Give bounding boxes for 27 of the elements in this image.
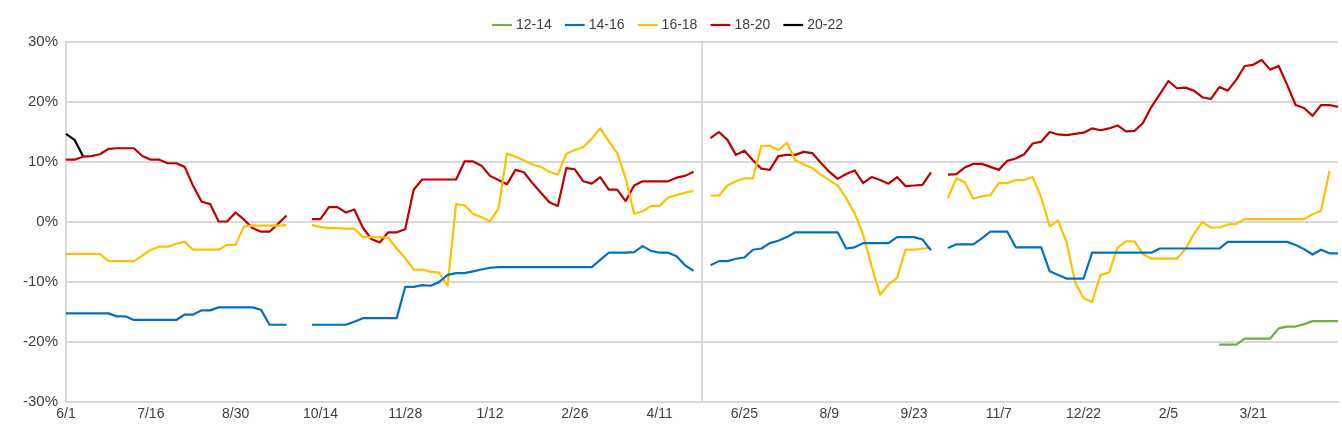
y-tick-label: -10% bbox=[22, 272, 58, 290]
x-tick-label: 8/30 bbox=[221, 405, 250, 422]
legend-label: 18-20 bbox=[734, 15, 771, 32]
y-tick-label: -20% bbox=[22, 332, 58, 350]
y-tick-label: 10% bbox=[27, 152, 58, 170]
x-tick-label: 1/12 bbox=[476, 405, 504, 422]
y-tick-label: 0% bbox=[36, 212, 58, 230]
x-tick-label: 11/7 bbox=[985, 405, 1013, 422]
y-tick-label: -30% bbox=[22, 392, 58, 410]
x-tick-label: 11/28 bbox=[388, 405, 423, 422]
x-tick-label: 6/1 bbox=[56, 405, 76, 422]
x-tick-label: 4/11 bbox=[646, 405, 673, 422]
legend-label: 16-18 bbox=[661, 15, 698, 32]
x-tick-label: 12/22 bbox=[1066, 405, 1102, 422]
x-tick-label: 7/16 bbox=[137, 405, 165, 422]
y-tick-label: 30% bbox=[27, 32, 58, 50]
legend-label: 14-16 bbox=[588, 15, 625, 32]
x-tick-label: 6/25 bbox=[730, 405, 759, 422]
x-tick-label: 3/21 bbox=[1239, 405, 1268, 422]
y-tick-label: 20% bbox=[27, 92, 58, 110]
legend-label: 20-22 bbox=[807, 15, 844, 32]
x-tick-label: 10/14 bbox=[302, 405, 339, 422]
x-tick-label: 2/5 bbox=[1158, 405, 1179, 422]
legend-label: 12-14 bbox=[515, 15, 552, 32]
x-tick-label: 9/23 bbox=[900, 405, 928, 422]
x-tick-label: 8/9 bbox=[819, 405, 840, 422]
x-tick-label: 2/26 bbox=[561, 405, 589, 422]
